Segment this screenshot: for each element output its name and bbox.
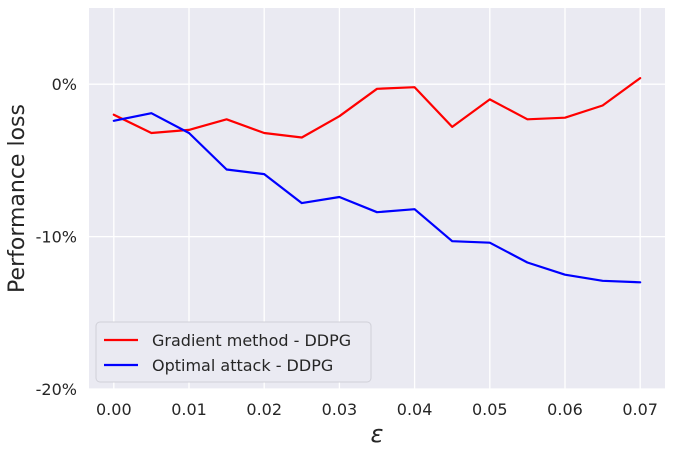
x-tick-label: 0.06	[547, 400, 583, 419]
x-tick-label: 0.01	[171, 400, 207, 419]
legend-label-optimal: Optimal attack - DDPG	[152, 356, 333, 375]
x-tick-label: 0.07	[622, 400, 658, 419]
y-tick-label: 0%	[52, 75, 77, 94]
y-axis: 0% -10% -20%	[36, 75, 77, 399]
legend-box	[95, 321, 372, 383]
x-tick-label: 0.02	[246, 400, 282, 419]
x-tick-label: 0.03	[322, 400, 358, 419]
legend: Gradient method - DDPG Optimal attack - …	[95, 321, 372, 383]
x-tick-label: 0.04	[397, 400, 433, 419]
x-axis-label: ε	[371, 420, 384, 448]
x-axis: 0.00 0.01 0.02 0.03 0.04 0.05 0.06 0.07	[96, 400, 658, 419]
x-tick-label: 0.05	[472, 400, 508, 419]
series-lines	[112, 76, 642, 284]
series-line-1	[112, 112, 642, 284]
y-axis-label: Performance loss	[5, 104, 30, 293]
legend-label-gradient: Gradient method - DDPG	[152, 331, 351, 350]
series-line-0	[112, 76, 642, 139]
grid	[89, 8, 665, 390]
y-tick-label: -10%	[36, 228, 77, 247]
x-tick-label: 0.00	[96, 400, 132, 419]
y-tick-label: -20%	[36, 380, 77, 399]
